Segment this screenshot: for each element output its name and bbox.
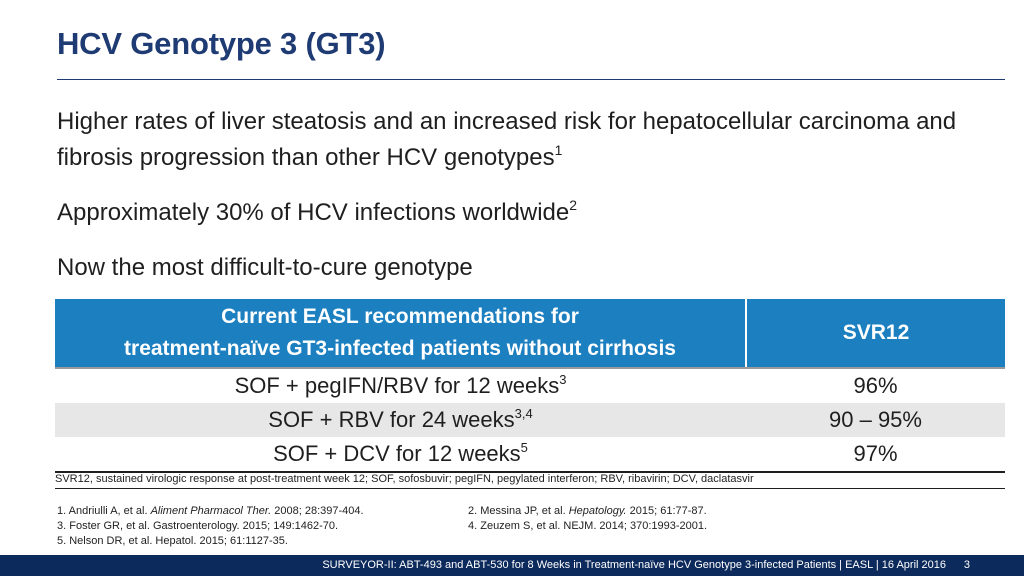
bullet-text: Higher rates of liver steatosis and an i… [57,108,957,171]
reference-journal: Hepatology. [568,505,627,517]
reference-journal: Aliment Pharmacol Ther. [150,505,272,517]
regimen-ref: 5 [520,440,528,455]
page-number: 3 [963,559,970,571]
bullet-ref: 1 [554,142,563,158]
bullet-ref: 2 [569,197,578,213]
table-row: SOF + RBV for 24 weeks3,4 90 – 95% [55,403,1005,437]
slide-title: HCV Genotype 3 (GT3) [57,26,386,61]
table-row: SOF + pegIFN/RBV for 12 weeks3 96% [55,368,1005,403]
header-recommendations: Current EASL recommendations for treatme… [55,299,746,369]
reference-text: 2. Messina JP, et al. [468,505,569,517]
reference-4: 4. Zeuzem S, et al. NEJM. 2014; 370:1993… [468,520,708,532]
header-svr12: SVR12 [745,299,1005,369]
regimen-ref: 3,4 [514,406,533,421]
bullet-text: Now the most difficult-to-cure genotype [57,254,473,281]
regimen-cell: SOF + pegIFN/RBV for 12 weeks3 [55,368,746,403]
footer-text: SURVEYOR-II: ABT-493 and ABT-530 for 8 W… [322,559,946,571]
regimen-text: SOF + pegIFN/RBV for 12 weeks [234,373,560,398]
reference-1: 1. Andriulli A, et al. Aliment Pharmacol… [57,503,364,519]
svr12-cell: 97% [746,437,1005,473]
header-line-2: treatment-naïve GT3-infected patients wi… [124,337,676,360]
header-line-1: Current EASL recommendations for [221,305,579,328]
reference-text: 2008; 28:397-404. [271,505,364,517]
title-divider [57,79,1005,80]
bullet-steatosis: Higher rates of liver steatosis and an i… [57,104,977,176]
recommendations-table: Current EASL recommendations for treatme… [55,299,1005,473]
table-row: SOF + DCV for 12 weeks5 97% [55,437,1005,473]
table-header-row: Current EASL recommendations for treatme… [55,299,1005,369]
svr12-cell: 90 – 95% [746,403,1005,437]
regimen-cell: SOF + DCV for 12 weeks5 [55,437,746,473]
regimen-text: SOF + RBV for 24 weeks [268,407,515,432]
svr12-cell: 96% [853,373,898,398]
reference-2: 2. Messina JP, et al. Hepatology. 2015; … [468,503,707,519]
regimen-ref: 3 [559,372,567,387]
bullet-text: Approximately 30% of HCV infections worl… [57,199,570,226]
footer-bar: SURVEYOR-II: ABT-493 and ABT-530 for 8 W… [0,555,1024,576]
bullet-prevalence: Approximately 30% of HCV infections worl… [57,195,577,231]
reference-5: 5. Nelson DR, et al. Hepatol. 2015; 61:1… [57,535,288,547]
regimen-text: SOF + DCV for 12 weeks [273,441,521,466]
regimen-cell: SOF + RBV for 24 weeks3,4 [55,403,746,437]
bullet-difficult: Now the most difficult-to-cure genotype [57,250,473,286]
reference-3: 3. Foster GR, et al. Gastroenterology. 2… [57,520,339,532]
reference-text: 1. Andriulli A, et al. [57,505,151,517]
abbreviations-footnote: SVR12, sustained virologic response at p… [55,473,1005,489]
reference-text: 2015; 61:77-87. [626,505,707,517]
